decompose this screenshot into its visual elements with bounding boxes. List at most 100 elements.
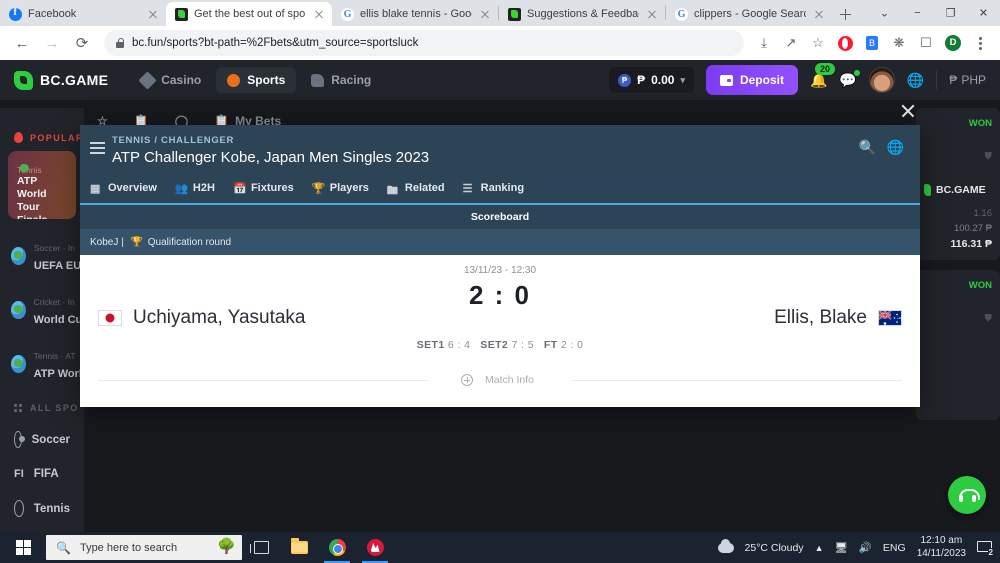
sidebar-event-item[interactable]: Soccer · In UEFA EU	[0, 229, 84, 283]
tab-close-icon[interactable]	[146, 7, 160, 21]
tab-title: ellis blake tennis - Google S	[360, 8, 472, 20]
close-modal-x-icon[interactable]	[900, 103, 916, 119]
opera-extension-icon[interactable]	[833, 31, 857, 55]
tab-ranking[interactable]: ☰ Ranking	[463, 182, 524, 195]
subnav-item-favorites[interactable]: ☆	[97, 114, 108, 128]
nav-item-casino[interactable]: Casino	[130, 67, 212, 93]
tab-h2h[interactable]: 👥 H2H	[174, 182, 215, 195]
bet-card[interactable]: WON ⛊ BC.GAME 1.16 100.27 ₱ 116.31 ₱	[916, 108, 1000, 260]
currency-selector[interactable]: ₱ PHP	[949, 73, 986, 87]
back-button[interactable]: ←	[8, 29, 36, 57]
tab-close-icon[interactable]	[645, 7, 659, 21]
hamburger-icon[interactable]	[90, 142, 105, 154]
subnav-item-bets[interactable]: 📋	[133, 114, 149, 128]
blue-extension-icon[interactable]: B	[860, 31, 884, 55]
bcgame-icon	[508, 7, 521, 21]
event-sub: Soccer · In	[33, 243, 75, 253]
show-hidden-icons-chevron[interactable]: ▲	[814, 542, 824, 553]
reload-button[interactable]: ⟳	[68, 29, 96, 57]
extensions-puzzle-icon[interactable]: ❋	[893, 35, 905, 50]
browser-tab-active[interactable]: Get the best out of sports b	[166, 2, 332, 26]
chat-icon[interactable]: 💬	[839, 69, 860, 89]
subnav-item-mybets[interactable]: 📋 My Bets	[214, 114, 282, 128]
tab-title: Suggestions & Feedback - E	[527, 8, 639, 20]
sidebar-event-item[interactable]: Cricket · In World Cu	[0, 283, 84, 337]
language-indicator[interactable]: ENG	[882, 541, 906, 554]
sidebar-featured-card[interactable]: Tennis ATP World Tour Finals	[8, 151, 76, 219]
file-explorer-icon[interactable]	[280, 532, 318, 563]
subnav-item-upcoming[interactable]: ◯	[174, 114, 189, 128]
nav-item-racing[interactable]: Racing	[300, 67, 382, 93]
user-avatar[interactable]	[868, 67, 895, 93]
network-icon[interactable]: 🖥	[834, 542, 848, 554]
task-view-icon[interactable]	[242, 532, 280, 563]
new-tab-button[interactable]	[832, 2, 858, 26]
kebab-menu-icon[interactable]	[968, 31, 992, 55]
maximize-button[interactable]: ❐	[934, 0, 967, 26]
notification-badge: 20	[814, 62, 835, 75]
forward-button[interactable]: →	[38, 29, 66, 57]
bcgame-icon	[175, 7, 188, 21]
browser-tab[interactable]: Suggestions & Feedback - E	[499, 2, 665, 26]
tab-players[interactable]: 🏆 Players	[311, 182, 369, 195]
start-button[interactable]	[0, 532, 46, 563]
grid-icon	[14, 403, 23, 413]
notifications-bell-icon[interactable]: 🔔 20	[810, 62, 835, 89]
side-panel-icon[interactable]: ☐	[920, 35, 932, 50]
address-bar[interactable]: bc.fun/sports?bt-path=%2Fbets&utm_source…	[104, 30, 744, 56]
weather-text[interactable]: 25°C Cloudy	[744, 541, 804, 554]
install-icon[interactable]: ⤓	[761, 35, 767, 50]
stats-icon: ⛊	[984, 151, 993, 162]
search-icon[interactable]: 🔍	[858, 139, 876, 155]
close-window-button[interactable]: ✕	[967, 0, 1000, 26]
tab-search-icon[interactable]: ⌄	[868, 0, 901, 26]
deposit-button[interactable]: Deposit	[705, 65, 798, 95]
tab-close-icon[interactable]	[812, 7, 826, 21]
match-center: 13/11/23 - 12:30 2 : 0 SET1 6 : 4 SET2 7…	[370, 265, 630, 351]
red-app-icon[interactable]	[356, 532, 394, 563]
trophy-icon: 🏆	[311, 183, 326, 195]
h2h-icon: 👥	[174, 183, 189, 195]
bet-card[interactable]: WON ⛊	[916, 270, 1000, 420]
sidebar-item-fifa[interactable]: FI FIFA	[0, 458, 84, 490]
tab-related[interactable]: 🖿 Related	[387, 182, 445, 197]
profile-avatar[interactable]: D	[941, 31, 965, 55]
chevron-down-icon: ▾	[680, 74, 685, 85]
volume-icon[interactable]: 🔊	[858, 542, 872, 554]
support-chat-button[interactable]	[948, 476, 986, 514]
main-nav: Casino Sports Racing	[130, 67, 382, 93]
browser-tab[interactable]: Facebook	[0, 2, 166, 26]
clock-date: 14/11/2023	[916, 547, 966, 559]
wallet-icon	[719, 74, 733, 86]
sidebar-item-tennis[interactable]: Tennis	[0, 490, 84, 527]
tab-close-icon[interactable]	[312, 7, 326, 21]
nav-item-sports[interactable]: Sports	[216, 67, 297, 93]
balance-display[interactable]: ₱ ₱ 0.00 ▾	[609, 67, 694, 93]
clock[interactable]: 12:10 am 14/11/2023	[917, 535, 966, 560]
tab-close-icon[interactable]	[478, 7, 492, 21]
globe-settings-icon[interactable]: 🌐	[886, 139, 904, 155]
brand-label: BC.GAME	[936, 184, 986, 196]
share-icon[interactable]: ↗	[785, 35, 797, 50]
tab-label: Overview	[108, 182, 157, 194]
sidebar-event-item[interactable]: Tennis · AT ATP Worl	[0, 337, 84, 391]
notification-center-icon[interactable]: 2	[977, 541, 994, 557]
match-info-label: Match Info	[479, 374, 540, 386]
site-logo[interactable]: BC.GAME	[14, 70, 108, 90]
browser-tab[interactable]: G clippers - Google Search	[666, 2, 832, 26]
period-value: 6 : 4	[447, 339, 471, 351]
tab-overview[interactable]: ▦ Overview	[90, 182, 157, 195]
bookmark-star-icon[interactable]: ☆	[812, 35, 824, 50]
minimize-button[interactable]: −	[901, 0, 934, 26]
search-input[interactable]: 🔍 Type here to search 🌳	[46, 535, 242, 560]
profile-initial: D	[945, 35, 961, 51]
horse-icon	[311, 73, 325, 87]
language-globe-icon[interactable]: 🌐	[906, 71, 925, 88]
chrome-icon[interactable]	[318, 532, 356, 563]
browser-tab[interactable]: G ellis blake tennis - Google S	[332, 2, 498, 26]
match-info-toggle[interactable]: Match Info	[80, 367, 920, 393]
tab-fixtures[interactable]: 📅 Fixtures	[233, 182, 294, 195]
soccer-ball-icon	[14, 431, 25, 448]
bet-history-column: WON ⛊ BC.GAME 1.16 100.27 ₱ 116.31 ₱ WON…	[916, 108, 1000, 532]
sidebar-item-soccer[interactable]: Soccer	[0, 421, 84, 458]
